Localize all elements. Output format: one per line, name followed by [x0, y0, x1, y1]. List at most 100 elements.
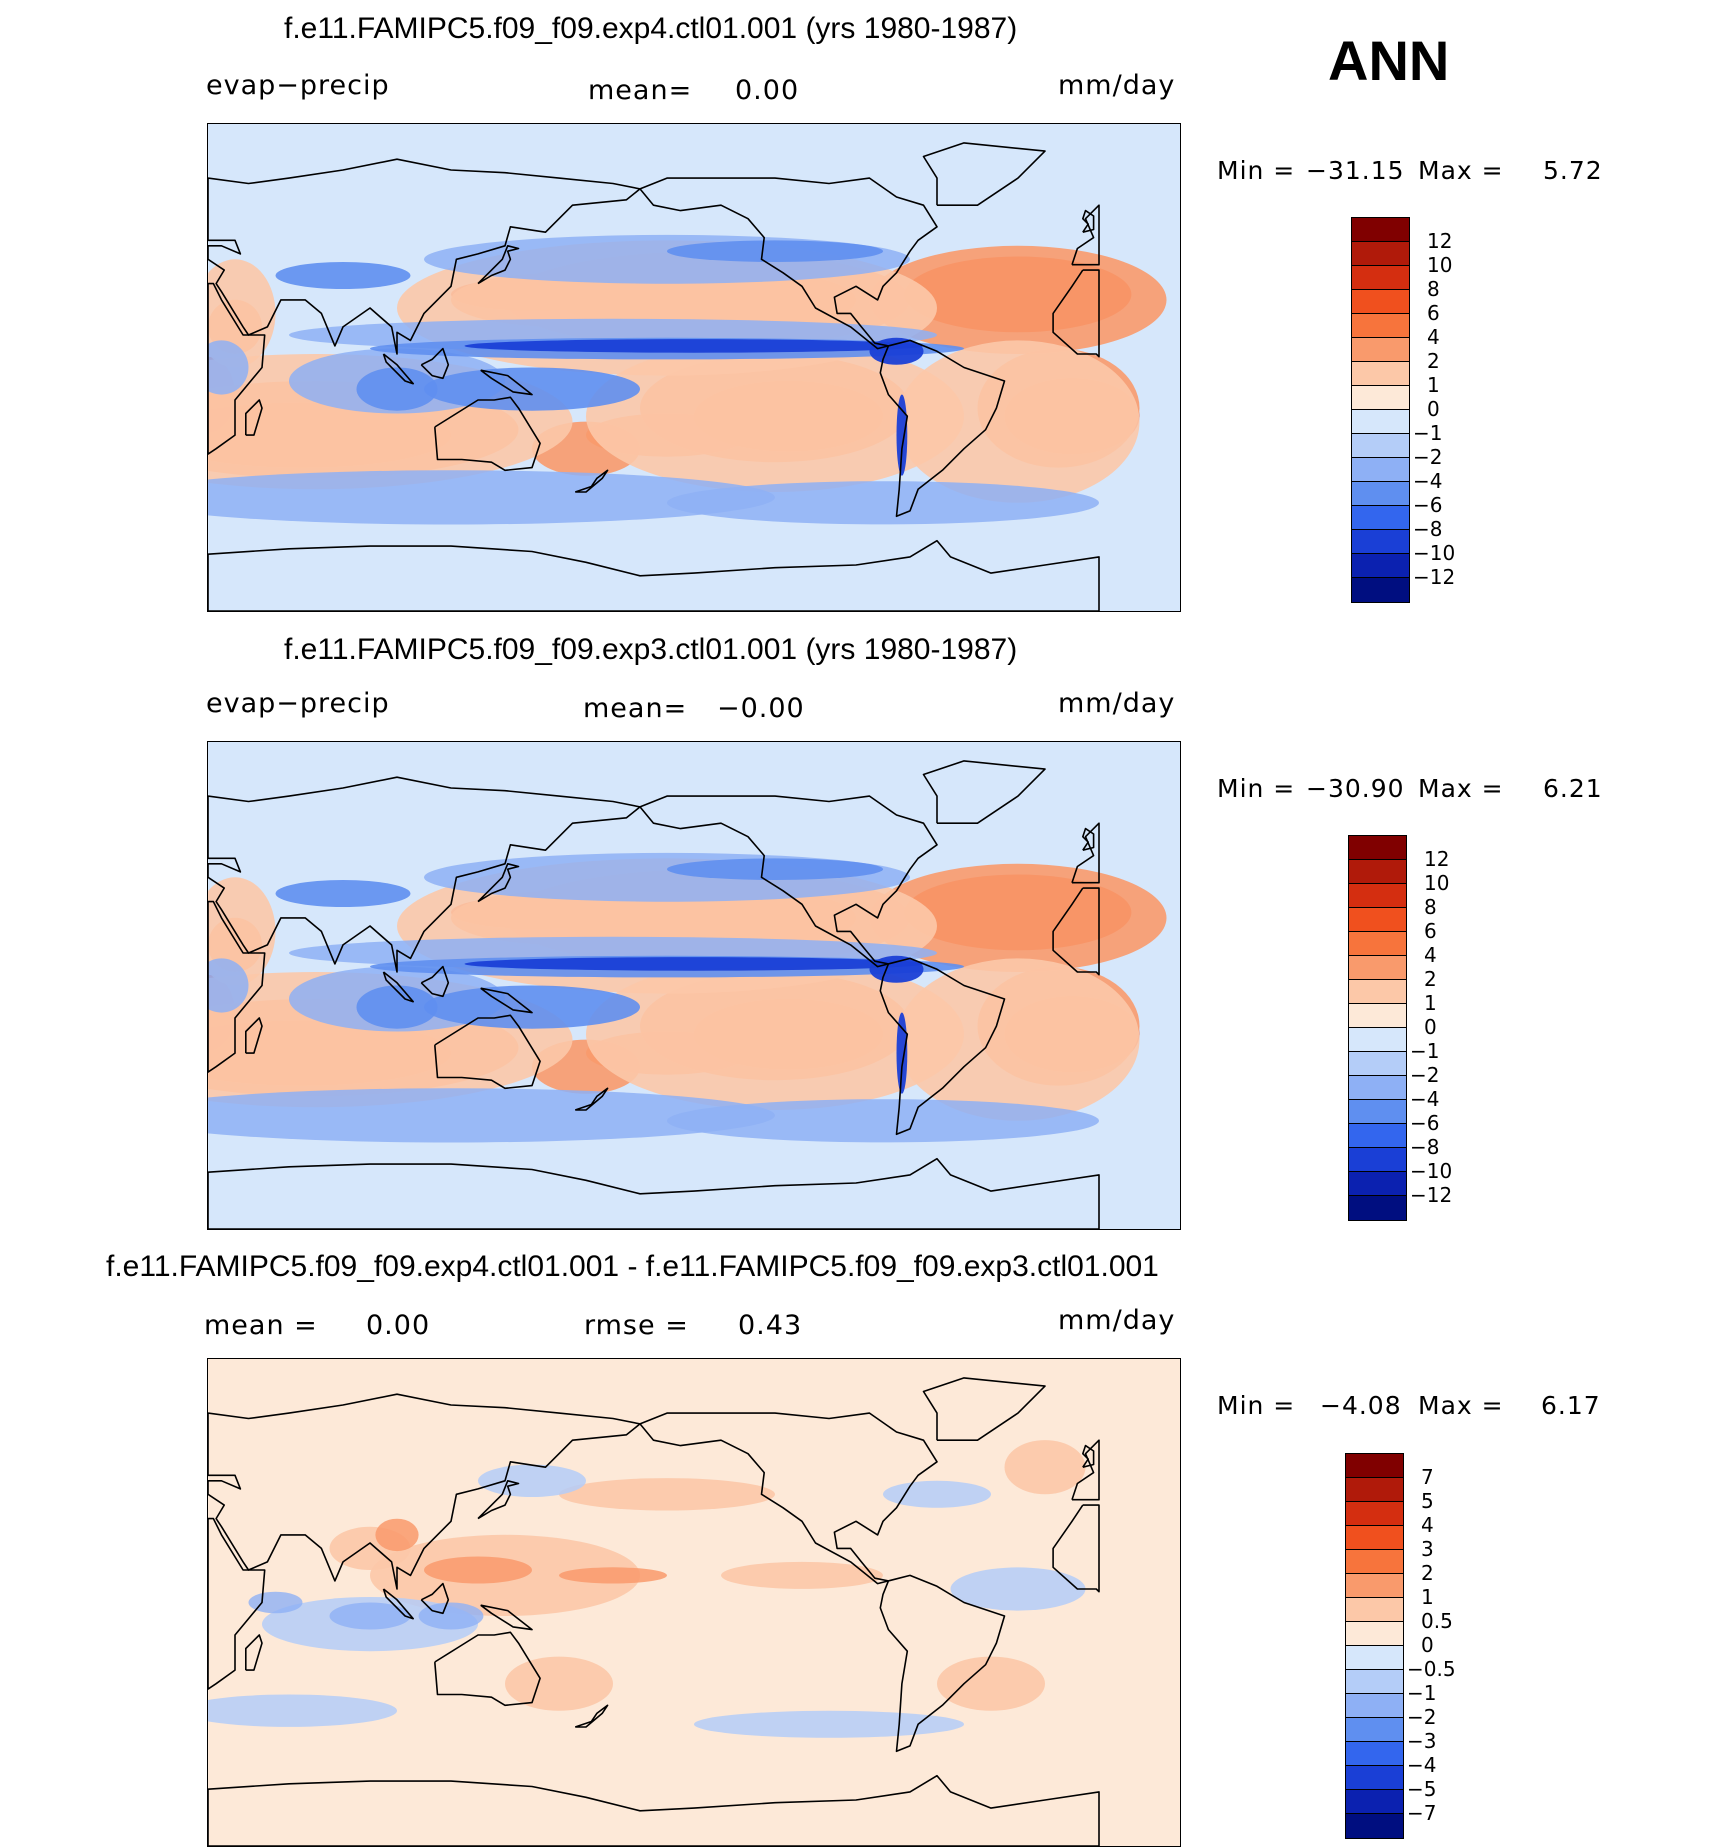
colorbar-box [1352, 506, 1409, 530]
colorbar-box [1352, 338, 1409, 362]
colorbar-box [1352, 458, 1409, 482]
colorbar-box [1352, 266, 1409, 290]
colorbar-label: 0 [1424, 1015, 1437, 1039]
colorbar-box [1349, 908, 1406, 932]
coastline-northAm [639, 1412, 938, 1585]
colorbar-label: −2 [1413, 445, 1443, 469]
colorbar-label: 10 [1427, 253, 1453, 277]
coastline-eurasia [208, 158, 641, 355]
colorbar-box [1346, 1478, 1403, 1502]
coastline-greenland [922, 760, 1046, 824]
panel-2-min-label: Min = [1217, 774, 1296, 803]
panel-3-colorbar [1345, 1453, 1404, 1839]
colorbar-label: 12 [1427, 229, 1453, 253]
coastline-sumatra [382, 971, 414, 1003]
colorbar-box [1346, 1718, 1403, 1742]
colorbar-box [1349, 884, 1406, 908]
coastline-australia [434, 1631, 541, 1707]
field-contour [464, 339, 924, 353]
colorbar-box [1346, 1502, 1403, 1526]
coastline-southAm [879, 339, 1006, 518]
field-contour [208, 958, 249, 1013]
colorbar-label: 0 [1421, 1633, 1434, 1657]
colorbar-box [1349, 956, 1406, 980]
colorbar-box [1352, 530, 1409, 554]
coastline-japan [477, 245, 520, 285]
map-canvas [208, 742, 1180, 1229]
colorbar-label: 10 [1424, 871, 1450, 895]
coastline-africa [208, 900, 266, 1073]
panel-3-min-label: Min = [1217, 1391, 1296, 1420]
coastline-newGuinea [480, 987, 533, 1014]
coastline-sumatra [382, 353, 414, 385]
panel-1-min-value: −31.15 [1306, 156, 1405, 185]
colorbar-label: −4 [1413, 469, 1443, 493]
coastline-africaWest [1052, 269, 1100, 358]
panel-2-variable-label: evap−precip [206, 688, 390, 719]
colorbar-label: −2 [1407, 1705, 1437, 1729]
coastline-newGuinea [480, 369, 533, 396]
coastline-africaWest [1052, 1504, 1100, 1593]
colorbar-label: −0.5 [1407, 1657, 1456, 1681]
coastline-southAm [879, 957, 1006, 1136]
colorbar-label: −12 [1410, 1183, 1453, 1207]
panel-3-mean-value: 0.00 [366, 1310, 431, 1341]
panel-3-mean-label: mean = [204, 1310, 318, 1341]
field-contour [896, 340, 1140, 503]
panel-1-max-label: Max = [1418, 156, 1504, 185]
colorbar-box [1352, 218, 1409, 242]
field-contour [896, 1012, 908, 1094]
colorbar-box [1352, 242, 1409, 266]
colorbar-box [1349, 1172, 1406, 1196]
panel-3-min-value: −4.08 [1320, 1391, 1402, 1420]
coastline-madagascar [244, 1634, 263, 1671]
field-contour [208, 1088, 775, 1143]
colorbar-box [1352, 554, 1409, 578]
panel-2-units: mm/day [1058, 688, 1176, 719]
field-contour [208, 1694, 397, 1727]
coastline-madagascar [244, 399, 263, 436]
colorbar-box [1352, 482, 1409, 506]
panel-2-mean-label: mean= [583, 693, 688, 724]
colorbar-box [1349, 1052, 1406, 1076]
colorbar-box [1346, 1766, 1403, 1790]
coastline-greenland [922, 142, 1046, 206]
colorbar-box [1352, 410, 1409, 434]
field-contour [869, 863, 1167, 972]
colorbar-box [1352, 386, 1409, 410]
panel-3-units: mm/day [1058, 1305, 1176, 1336]
coastline-newGuinea [480, 1604, 533, 1631]
colorbar-label: −10 [1413, 541, 1456, 565]
colorbar-label: −8 [1413, 517, 1443, 541]
colorbar-box [1349, 836, 1406, 860]
field-contour [208, 340, 249, 395]
coastline-australia [434, 396, 541, 472]
field-contour [356, 985, 438, 1029]
panel-1-title: f.e11.FAMIPC5.f09_f09.exp4.ctl01.001 (yr… [284, 12, 1018, 45]
colorbar-box [1346, 1574, 1403, 1598]
colorbar-label: −3 [1407, 1729, 1437, 1753]
colorbar-box [1346, 1454, 1403, 1478]
colorbar-label: 8 [1427, 277, 1440, 301]
colorbar-label: 4 [1427, 325, 1440, 349]
colorbar-label: 12 [1424, 847, 1450, 871]
coastline-borneo [420, 1582, 450, 1615]
colorbar-box [1346, 1622, 1403, 1646]
field-contour [667, 1099, 1099, 1143]
map-canvas [208, 124, 1180, 611]
coastline-nz [574, 469, 609, 493]
coastline-africa [208, 282, 266, 455]
colorbar-box [1346, 1694, 1403, 1718]
colorbar-label: 6 [1424, 919, 1437, 943]
field-contour [275, 262, 411, 289]
colorbar-box [1346, 1526, 1403, 1550]
colorbar-label: 2 [1421, 1561, 1434, 1585]
field-contour [950, 1567, 1086, 1611]
colorbar-box [1349, 1028, 1406, 1052]
panel-2-max-label: Max = [1418, 774, 1504, 803]
colorbar-box [1352, 290, 1409, 314]
colorbar-box [1352, 578, 1409, 602]
coastline-africaWest [1052, 887, 1100, 976]
colorbar-box [1349, 980, 1406, 1004]
coastline-northAm [639, 795, 938, 968]
